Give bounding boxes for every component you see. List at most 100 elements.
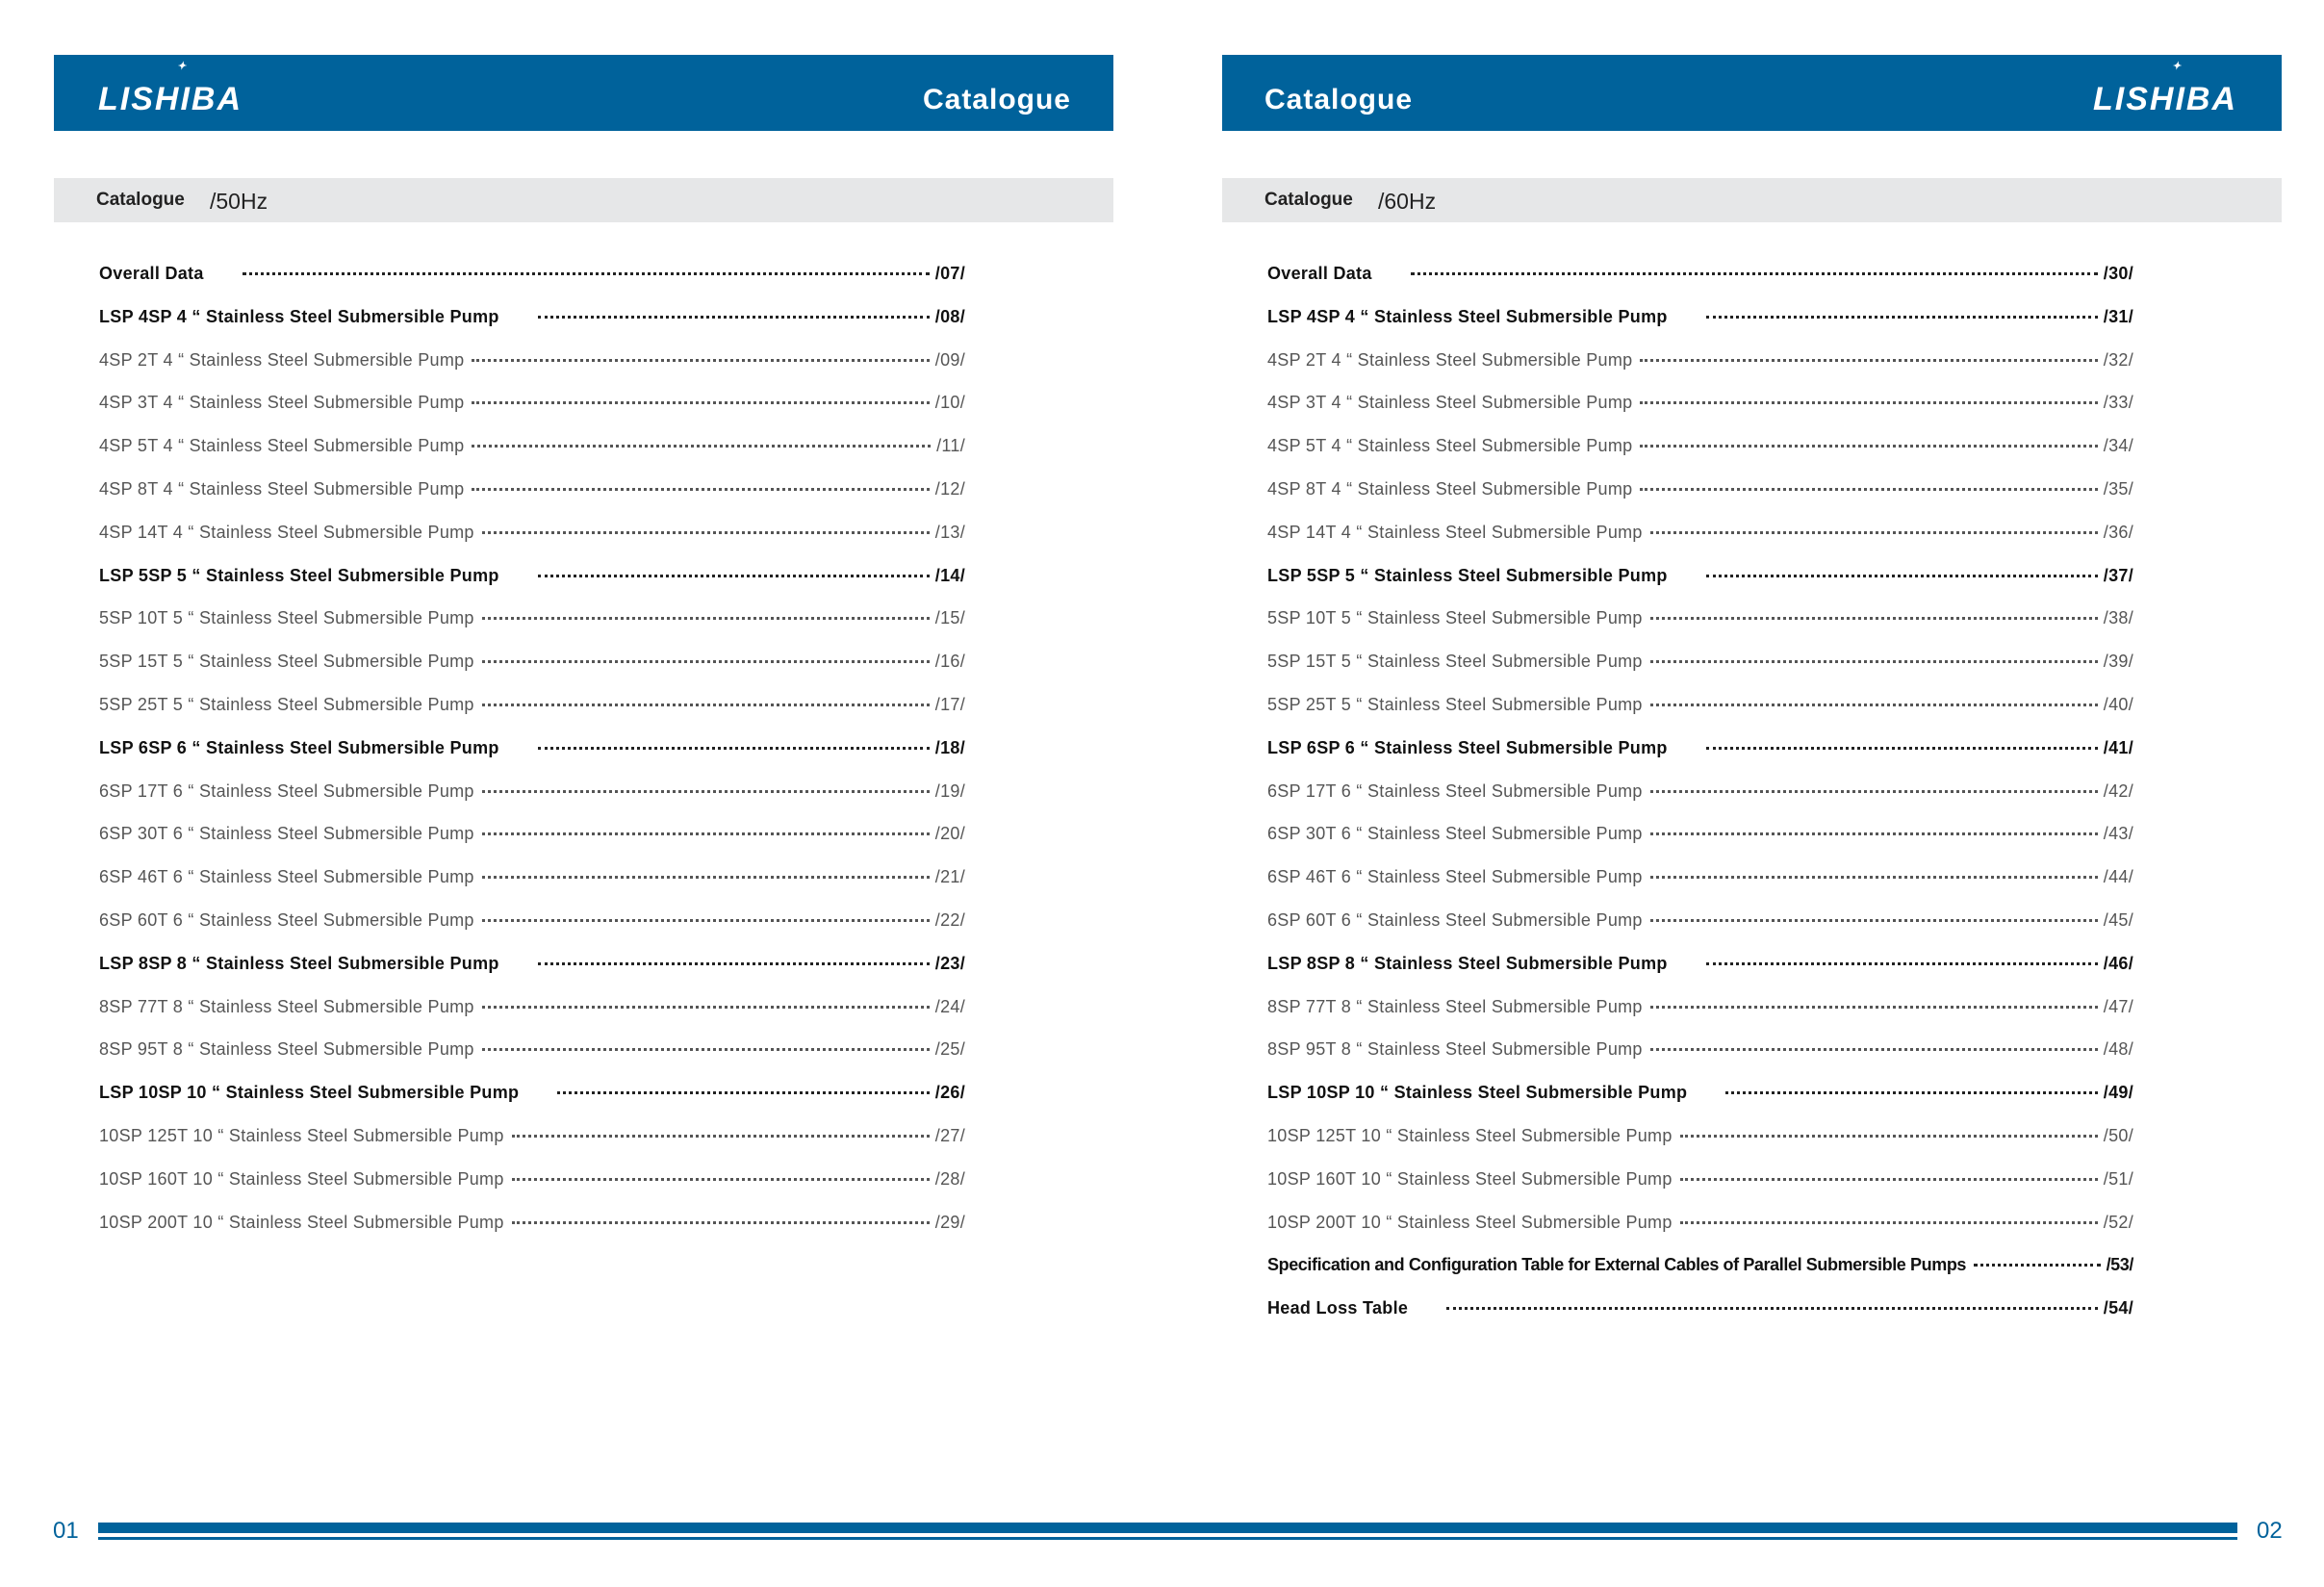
section-bar: Catalogue /50Hz xyxy=(54,178,1113,222)
toc-entry[interactable]: 8SP 77T 8 “ Stainless Steel Submersible … xyxy=(99,997,965,1040)
toc-entry[interactable]: 5SP 10T 5 “ Stainless Steel Submersible … xyxy=(1267,608,2133,652)
toc-entry[interactable]: 6SP 60T 6 “ Stainless Steel Submersible … xyxy=(99,910,965,954)
dot-leader xyxy=(481,1005,930,1009)
toc-entry[interactable]: LSP 4SP 4 “ Stainless Steel Submersible … xyxy=(99,307,965,350)
table-of-contents: Overall Data/07/LSP 4SP 4 “ Stainless St… xyxy=(99,264,965,1255)
toc-entry[interactable]: 10SP 160T 10 “ Stainless Steel Submersib… xyxy=(99,1169,965,1213)
entry-title: 6SP 60T 6 “ Stainless Steel Submersible … xyxy=(1267,909,1643,930)
toc-entry[interactable]: 5SP 15T 5 “ Stainless Steel Submersible … xyxy=(99,652,965,695)
entry-title: 4SP 8T 4 “ Stainless Steel Submersible P… xyxy=(1267,478,1633,499)
toc-entry[interactable]: 4SP 14T 4 “ Stainless Steel Submersible … xyxy=(1267,523,2133,566)
toc-entry[interactable]: 6SP 46T 6 “ Stainless Steel Submersible … xyxy=(99,867,965,910)
toc-entry[interactable]: 10SP 125T 10 “ Stainless Steel Submersib… xyxy=(1267,1126,2133,1169)
dot-leader xyxy=(1649,1005,2098,1009)
toc-entry[interactable]: 6SP 60T 6 “ Stainless Steel Submersible … xyxy=(1267,910,2133,954)
dot-leader xyxy=(242,272,930,275)
toc-entry[interactable]: 4SP 8T 4 “ Stainless Steel Submersible P… xyxy=(99,479,965,523)
toc-entry[interactable]: 5SP 10T 5 “ Stainless Steel Submersible … xyxy=(99,608,965,652)
entry-page: /15/ xyxy=(934,608,965,628)
dot-leader xyxy=(472,445,932,448)
entry-page: /17/ xyxy=(934,694,965,714)
entry-page: /45/ xyxy=(2103,909,2133,930)
toc-entry[interactable]: Head Loss Table/54/ xyxy=(1267,1298,2133,1342)
toc-entry[interactable]: LSP 6SP 6 “ Stainless Steel Submersible … xyxy=(99,738,965,781)
entry-title: 10SP 200T 10 “ Stainless Steel Submersib… xyxy=(1267,1212,1673,1232)
entry-page: /46/ xyxy=(2103,953,2133,973)
entry-page: /18/ xyxy=(934,737,965,757)
entry-page: /54/ xyxy=(2103,1298,2133,1318)
dot-leader xyxy=(472,401,930,405)
entry-page: /27/ xyxy=(934,1125,965,1145)
entry-page: /22/ xyxy=(934,909,965,930)
toc-entry[interactable]: 4SP 2T 4 “ Stainless Steel Submersible P… xyxy=(1267,350,2133,394)
toc-entry[interactable]: 8SP 77T 8 “ Stainless Steel Submersible … xyxy=(1267,997,2133,1040)
dot-leader xyxy=(481,660,930,664)
toc-entry[interactable]: 4SP 3T 4 “ Stainless Steel Submersible P… xyxy=(1267,393,2133,436)
toc-entry[interactable]: 8SP 95T 8 “ Stainless Steel Submersible … xyxy=(1267,1039,2133,1083)
toc-entry[interactable]: 4SP 14T 4 “ Stainless Steel Submersible … xyxy=(99,523,965,566)
toc-entry[interactable]: Overall Data/30/ xyxy=(1267,264,2133,307)
dot-leader xyxy=(511,1177,930,1181)
section-label: Catalogue xyxy=(1264,190,1353,210)
entry-title: 4SP 5T 4 “ Stainless Steel Submersible P… xyxy=(99,436,465,456)
toc-entry[interactable]: 8SP 95T 8 “ Stainless Steel Submersible … xyxy=(99,1039,965,1083)
toc-entry[interactable]: LSP 8SP 8 “ Stainless Steel Submersible … xyxy=(99,954,965,997)
toc-entry[interactable]: 10SP 125T 10 “ Stainless Steel Submersib… xyxy=(99,1126,965,1169)
entry-title: LSP 4SP 4 “ Stainless Steel Submersible … xyxy=(99,306,499,326)
dot-leader xyxy=(1649,660,2098,664)
toc-entry[interactable]: Specification and Configuration Table fo… xyxy=(1267,1255,2133,1298)
toc-entry[interactable]: 6SP 46T 6 “ Stainless Steel Submersible … xyxy=(1267,867,2133,910)
toc-entry[interactable]: 4SP 2T 4 “ Stainless Steel Submersible P… xyxy=(99,350,965,394)
lishiba-logo: LISHIBA ✦ xyxy=(98,61,243,116)
toc-entry[interactable]: LSP 10SP 10 “ Stainless Steel Submersibl… xyxy=(99,1083,965,1126)
toc-entry[interactable]: 6SP 30T 6 “ Stainless Steel Submersible … xyxy=(1267,824,2133,867)
dot-leader xyxy=(537,746,930,750)
toc-entry[interactable]: 6SP 17T 6 “ Stainless Steel Submersible … xyxy=(99,781,965,825)
toc-entry[interactable]: 10SP 200T 10 “ Stainless Steel Submersib… xyxy=(99,1213,965,1256)
header-title: Catalogue xyxy=(1264,84,1414,115)
toc-entry[interactable]: LSP 10SP 10 “ Stainless Steel Submersibl… xyxy=(1267,1083,2133,1126)
dot-leader xyxy=(1705,315,2098,319)
entry-page: /10/ xyxy=(934,393,965,413)
dot-leader xyxy=(1640,358,2098,362)
toc-entry[interactable]: 4SP 3T 4 “ Stainless Steel Submersible P… xyxy=(99,393,965,436)
toc-entry[interactable]: 5SP 25T 5 “ Stainless Steel Submersible … xyxy=(99,695,965,738)
dot-leader xyxy=(1705,746,2098,750)
page-number-right: 02 xyxy=(2257,1518,2283,1544)
toc-entry[interactable]: 6SP 17T 6 “ Stainless Steel Submersible … xyxy=(1267,781,2133,825)
toc-entry[interactable]: 10SP 200T 10 “ Stainless Steel Submersib… xyxy=(1267,1213,2133,1256)
toc-entry[interactable]: LSP 6SP 6 “ Stainless Steel Submersible … xyxy=(1267,738,2133,781)
toc-entry[interactable]: 4SP 8T 4 “ Stainless Steel Submersible P… xyxy=(1267,479,2133,523)
entry-title: Head Loss Table xyxy=(1267,1298,1409,1318)
entry-page: /24/ xyxy=(934,996,965,1016)
left-page: LISHIBA ✦ Catalogue Catalogue /50Hz Overa… xyxy=(54,0,1113,1501)
entry-page: /08/ xyxy=(934,306,965,326)
toc-entry[interactable]: Overall Data/07/ xyxy=(99,264,965,307)
section-label: Catalogue xyxy=(96,190,185,210)
toc-entry[interactable]: LSP 5SP 5 “ Stainless Steel Submersible … xyxy=(99,566,965,609)
toc-entry[interactable]: 6SP 30T 6 “ Stainless Steel Submersible … xyxy=(99,824,965,867)
entry-page: /49/ xyxy=(2103,1083,2133,1103)
dot-leader xyxy=(537,961,930,965)
dot-leader xyxy=(1446,1307,2098,1311)
dot-leader xyxy=(1640,401,2098,405)
lishiba-logo: LISHIBA ✦ xyxy=(2093,61,2237,116)
dot-leader xyxy=(481,1048,930,1052)
entry-page: /41/ xyxy=(2103,737,2133,757)
right-page: Catalogue LISHIBA ✦ Catalogue /60Hz Overa… xyxy=(1222,0,2282,1501)
toc-entry[interactable]: 5SP 15T 5 “ Stainless Steel Submersible … xyxy=(1267,652,2133,695)
entry-page: /39/ xyxy=(2103,652,2133,672)
toc-entry[interactable]: 5SP 25T 5 “ Stainless Steel Submersible … xyxy=(1267,695,2133,738)
toc-entry[interactable]: 10SP 160T 10 “ Stainless Steel Submersib… xyxy=(1267,1169,2133,1213)
toc-entry[interactable]: 4SP 5T 4 “ Stainless Steel Submersible P… xyxy=(99,436,965,479)
dot-leader xyxy=(481,918,930,922)
toc-entry[interactable]: LSP 5SP 5 “ Stainless Steel Submersible … xyxy=(1267,566,2133,609)
entry-page: /23/ xyxy=(934,953,965,973)
page-header: LISHIBA ✦ Catalogue xyxy=(54,55,1113,131)
toc-entry[interactable]: LSP 4SP 4 “ Stainless Steel Submersible … xyxy=(1267,307,2133,350)
table-of-contents: Overall Data/30/LSP 4SP 4 “ Stainless St… xyxy=(1267,264,2133,1342)
footer-bar xyxy=(98,1523,2237,1533)
toc-entry[interactable]: LSP 8SP 8 “ Stainless Steel Submersible … xyxy=(1267,954,2133,997)
dot-leader xyxy=(511,1134,930,1138)
toc-entry[interactable]: 4SP 5T 4 “ Stainless Steel Submersible P… xyxy=(1267,436,2133,479)
